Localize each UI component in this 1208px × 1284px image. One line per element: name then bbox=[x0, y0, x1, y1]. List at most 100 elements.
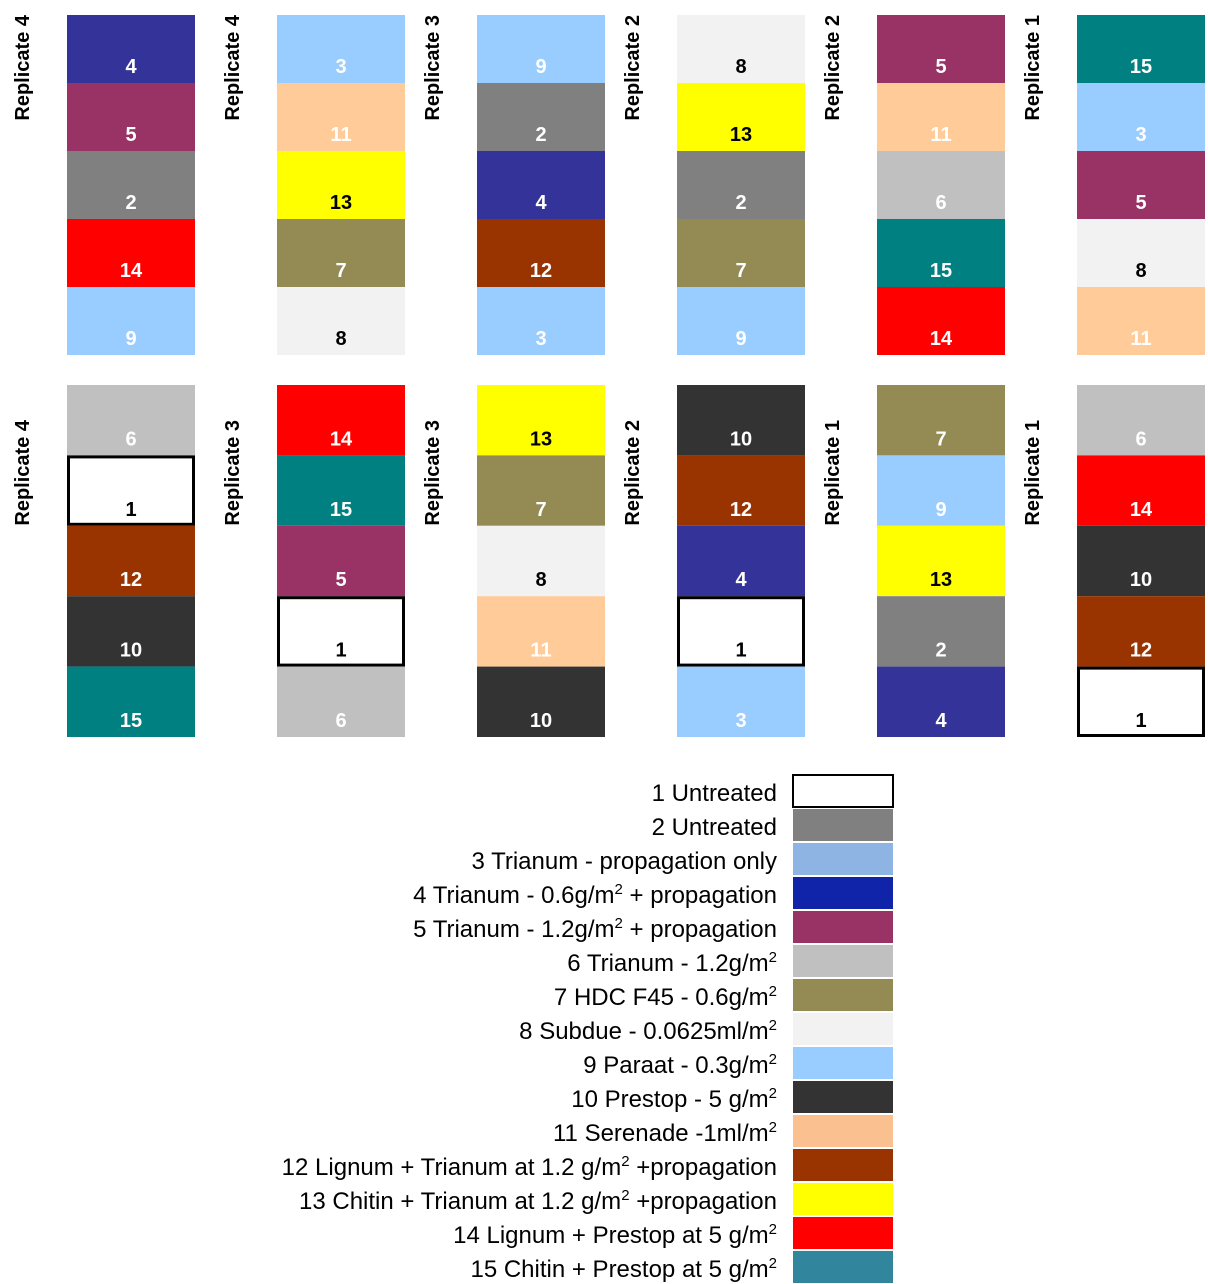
plot bbox=[877, 219, 1005, 287]
plot bbox=[1077, 151, 1205, 219]
legend-label: 5 Trianum - 1.2g/m2 + propagation bbox=[413, 915, 777, 943]
plot-number: 9 bbox=[735, 328, 746, 350]
plot-number: 4 bbox=[125, 56, 137, 78]
plot bbox=[677, 385, 805, 456]
legend-swatch bbox=[793, 843, 893, 875]
plot bbox=[477, 455, 605, 526]
plot-number: 4 bbox=[735, 569, 747, 591]
plot bbox=[877, 15, 1005, 83]
plot bbox=[277, 151, 405, 219]
legend-swatch bbox=[793, 1081, 893, 1113]
plot bbox=[67, 15, 195, 83]
plot-number: 6 bbox=[125, 428, 136, 450]
legend-text-tail: + propagation bbox=[623, 882, 777, 909]
plot-number: 12 bbox=[530, 260, 552, 282]
legend-text: 10 Prestop - 5 g/m bbox=[571, 1086, 768, 1113]
plot bbox=[277, 455, 405, 526]
plot bbox=[677, 151, 805, 219]
plot bbox=[277, 83, 405, 151]
plot bbox=[477, 287, 605, 355]
plot bbox=[677, 83, 805, 151]
plot-number: 7 bbox=[935, 428, 946, 450]
legend-swatch bbox=[793, 911, 893, 943]
plot bbox=[1077, 287, 1205, 355]
plot bbox=[67, 385, 195, 456]
plot-number: 3 bbox=[535, 328, 546, 350]
replicate-label: Replicate 1 bbox=[822, 420, 844, 526]
legend-superscript: 2 bbox=[769, 1255, 777, 1272]
plot bbox=[677, 219, 805, 287]
plot-number: 7 bbox=[335, 260, 346, 282]
legend-label: 13 Chitin + Trianum at 1.2 g/m2 +propaga… bbox=[299, 1187, 777, 1215]
legend-text: 6 Trianum - 1.2g/m bbox=[567, 950, 768, 977]
legend-text: 15 Chitin + Prestop at 5 g/m bbox=[470, 1256, 768, 1283]
plot-number: 9 bbox=[125, 328, 136, 350]
plot-number: 6 bbox=[1135, 428, 1146, 450]
plot-number: 3 bbox=[735, 710, 746, 732]
legend-label: 11 Serenade -1ml/m2 bbox=[553, 1119, 777, 1147]
plot-number: 8 bbox=[735, 56, 746, 78]
plot-number: 13 bbox=[530, 428, 552, 450]
plot-number: 3 bbox=[335, 56, 346, 78]
replicate-label: Replicate 3 bbox=[422, 15, 444, 121]
plot bbox=[277, 219, 405, 287]
legend-label: 3 Trianum - propagation only bbox=[471, 848, 777, 875]
legend-superscript: 2 bbox=[769, 1051, 777, 1068]
plot-number: 14 bbox=[1130, 499, 1153, 521]
plot-number: 10 bbox=[1130, 569, 1152, 591]
plot-number: 7 bbox=[735, 260, 746, 282]
plot-number: 1 bbox=[735, 640, 746, 662]
replicate-label: Replicate 3 bbox=[222, 420, 244, 526]
plot-number: 2 bbox=[125, 192, 136, 214]
plot bbox=[277, 287, 405, 355]
plot-number: 13 bbox=[930, 569, 952, 591]
plot bbox=[1077, 666, 1205, 737]
plot bbox=[477, 151, 605, 219]
plot bbox=[477, 385, 605, 456]
plot-number: 11 bbox=[330, 124, 351, 146]
legend-swatch bbox=[793, 1149, 893, 1181]
plot-number: 14 bbox=[930, 328, 953, 350]
replicate-label: Replicate 4 bbox=[12, 14, 34, 120]
legend-text: 11 Serenade -1ml/m bbox=[553, 1120, 769, 1147]
plot-number: 10 bbox=[730, 428, 752, 450]
legend-text: 1 Untreated bbox=[652, 780, 777, 807]
plot-number: 6 bbox=[335, 710, 346, 732]
plot bbox=[277, 666, 405, 737]
legend-text: 5 Trianum - 1.2g/m bbox=[413, 916, 614, 943]
plot bbox=[67, 596, 195, 667]
plot-number: 9 bbox=[535, 56, 546, 78]
plot-number: 12 bbox=[120, 569, 142, 591]
plot-number: 14 bbox=[330, 428, 353, 450]
legend-text: 12 Lignum + Trianum at 1.2 g/m bbox=[282, 1154, 622, 1181]
plot-number: 5 bbox=[335, 569, 346, 591]
plot bbox=[877, 455, 1005, 526]
legend-label: 14 Lignum + Prestop at 5 g/m2 bbox=[453, 1221, 777, 1249]
plot-number: 15 bbox=[1130, 56, 1152, 78]
plot-number: 1 bbox=[125, 499, 136, 521]
plot bbox=[477, 525, 605, 597]
plot-number: 4 bbox=[535, 192, 547, 214]
legend-superscript: 2 bbox=[621, 1187, 629, 1204]
plot-number: 5 bbox=[1135, 192, 1146, 214]
replicate-label: Replicate 1 bbox=[1022, 15, 1044, 121]
plot bbox=[477, 596, 605, 667]
plot bbox=[877, 596, 1005, 667]
plot bbox=[277, 385, 405, 456]
plot bbox=[877, 151, 1005, 219]
plot-number: 8 bbox=[335, 328, 346, 350]
plot bbox=[677, 15, 805, 83]
plot-number: 13 bbox=[330, 192, 352, 214]
plot-number: 2 bbox=[935, 640, 946, 662]
plot bbox=[67, 83, 195, 151]
legend-text: 8 Subdue - 0.0625ml/m bbox=[519, 1018, 768, 1045]
legend-label: 4 Trianum - 0.6g/m2 + propagation bbox=[413, 881, 777, 909]
plot-number: 10 bbox=[120, 640, 142, 662]
legend-text-tail: + propagation bbox=[623, 916, 777, 943]
legend-label: 15 Chitin + Prestop at 5 g/m2 bbox=[470, 1255, 777, 1283]
plot-number: 15 bbox=[120, 710, 142, 732]
plot-number: 8 bbox=[1135, 260, 1146, 282]
plot bbox=[1077, 525, 1205, 597]
plot-number: 11 bbox=[930, 124, 951, 146]
